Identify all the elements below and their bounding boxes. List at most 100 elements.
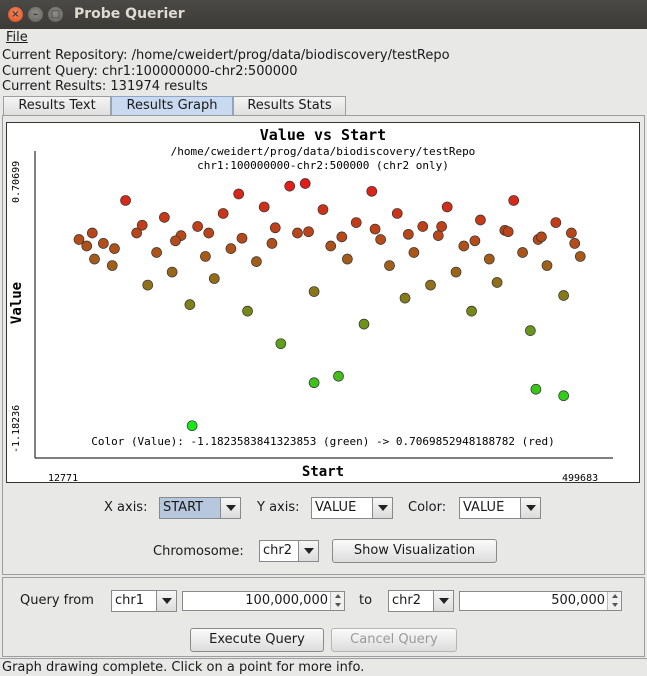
data-point[interactable] <box>275 338 287 350</box>
data-point[interactable] <box>208 273 220 284</box>
data-point[interactable] <box>432 230 444 241</box>
scatter-plot[interactable]: Value vs Start /home/cweidert/prog/data/… <box>6 122 640 483</box>
data-points[interactable] <box>73 178 586 432</box>
decrement-icon[interactable] <box>330 601 344 610</box>
data-point[interactable] <box>142 279 154 291</box>
data-point[interactable] <box>475 214 486 226</box>
data-point[interactable] <box>358 318 370 330</box>
data-point[interactable] <box>89 253 100 265</box>
data-point[interactable] <box>269 222 281 234</box>
data-point[interactable] <box>203 227 215 239</box>
data-point[interactable] <box>284 180 296 192</box>
data-point[interactable] <box>225 243 237 254</box>
from-position-input[interactable]: 100,000,000 <box>182 591 345 611</box>
data-point[interactable] <box>466 305 477 317</box>
data-point[interactable] <box>458 240 470 252</box>
execute-query-button[interactable]: Execute Query <box>190 628 324 652</box>
data-point[interactable] <box>73 234 85 245</box>
data-point[interactable] <box>325 240 337 252</box>
data-point[interactable] <box>236 232 248 244</box>
data-point[interactable] <box>109 243 120 254</box>
data-point[interactable] <box>98 238 109 249</box>
tab-results-text[interactable]: Results Text <box>3 96 111 116</box>
data-point[interactable] <box>86 227 98 239</box>
minimize-icon[interactable]: – <box>28 7 43 22</box>
data-point[interactable] <box>303 226 314 238</box>
color-select[interactable]: VALUE <box>459 497 541 519</box>
data-point[interactable] <box>558 290 569 301</box>
data-point[interactable] <box>317 204 329 215</box>
chromosome-select[interactable]: chr2 <box>259 540 319 562</box>
data-point[interactable] <box>469 235 481 247</box>
data-point[interactable] <box>336 231 348 243</box>
data-point[interactable] <box>131 227 142 239</box>
chart-svg[interactable]: Value vs Start /home/cweidert/prog/data/… <box>7 123 639 482</box>
data-point[interactable] <box>483 253 495 265</box>
data-point[interactable] <box>550 217 562 228</box>
menu-file[interactable]: File <box>6 30 28 45</box>
data-point[interactable] <box>491 277 503 288</box>
increment-icon[interactable] <box>607 592 621 601</box>
data-point[interactable] <box>403 228 414 240</box>
close-icon[interactable]: × <box>8 7 23 22</box>
data-point[interactable] <box>566 227 577 239</box>
data-point[interactable] <box>574 251 586 262</box>
data-point[interactable] <box>292 227 303 239</box>
show-visualization-button[interactable]: Show Visualization <box>332 539 497 563</box>
data-point[interactable] <box>384 260 395 271</box>
data-point[interactable] <box>342 253 353 265</box>
data-point[interactable] <box>450 266 462 278</box>
data-point[interactable] <box>541 260 553 271</box>
data-point[interactable] <box>366 185 378 197</box>
data-point[interactable] <box>375 234 386 245</box>
data-point[interactable] <box>425 279 436 291</box>
data-point[interactable] <box>106 260 118 271</box>
data-point[interactable] <box>508 195 520 206</box>
data-point[interactable] <box>436 221 447 232</box>
data-point[interactable] <box>151 247 162 258</box>
data-point[interactable] <box>266 238 278 249</box>
data-point[interactable] <box>417 221 429 232</box>
data-point[interactable] <box>558 390 569 402</box>
data-point[interactable] <box>136 219 148 231</box>
tab-results-stats[interactable]: Results Stats <box>233 96 346 116</box>
tab-results-graph[interactable]: Results Graph <box>111 96 233 116</box>
data-point[interactable] <box>569 238 581 249</box>
data-point[interactable] <box>399 292 411 304</box>
data-point[interactable] <box>299 178 311 189</box>
to-position-input[interactable]: 500,000 <box>459 591 622 611</box>
data-point[interactable] <box>200 251 211 262</box>
data-point[interactable] <box>502 226 514 238</box>
data-point[interactable] <box>308 377 320 389</box>
y-axis-select[interactable]: VALUE <box>311 497 393 519</box>
data-point[interactable] <box>369 223 381 235</box>
data-point[interactable] <box>166 266 178 278</box>
data-point[interactable] <box>186 420 198 432</box>
data-point[interactable] <box>242 305 253 317</box>
data-point[interactable] <box>517 247 528 258</box>
data-point[interactable] <box>308 286 320 297</box>
data-point[interactable] <box>408 247 420 258</box>
decrement-icon[interactable] <box>607 601 621 610</box>
from-chromosome-select[interactable]: chr1 <box>111 590 177 612</box>
increment-icon[interactable] <box>330 592 344 601</box>
data-point[interactable] <box>120 195 131 206</box>
data-point[interactable] <box>170 235 181 247</box>
maximize-icon[interactable]: □ <box>48 7 63 22</box>
to-chromosome-select[interactable]: chr2 <box>388 590 454 612</box>
data-point[interactable] <box>233 188 245 200</box>
data-point[interactable] <box>159 212 170 223</box>
data-point[interactable] <box>333 370 344 382</box>
data-point[interactable] <box>217 208 229 219</box>
data-point[interactable] <box>530 383 542 395</box>
data-point[interactable] <box>536 231 547 243</box>
data-point[interactable] <box>184 299 196 310</box>
data-point[interactable] <box>81 240 93 252</box>
data-point[interactable] <box>192 221 203 232</box>
data-point[interactable] <box>391 208 403 219</box>
data-point[interactable] <box>350 217 362 228</box>
data-point[interactable] <box>441 201 453 213</box>
data-point[interactable] <box>251 256 262 267</box>
data-point[interactable] <box>258 201 270 213</box>
x-axis-select[interactable]: START <box>159 497 241 519</box>
